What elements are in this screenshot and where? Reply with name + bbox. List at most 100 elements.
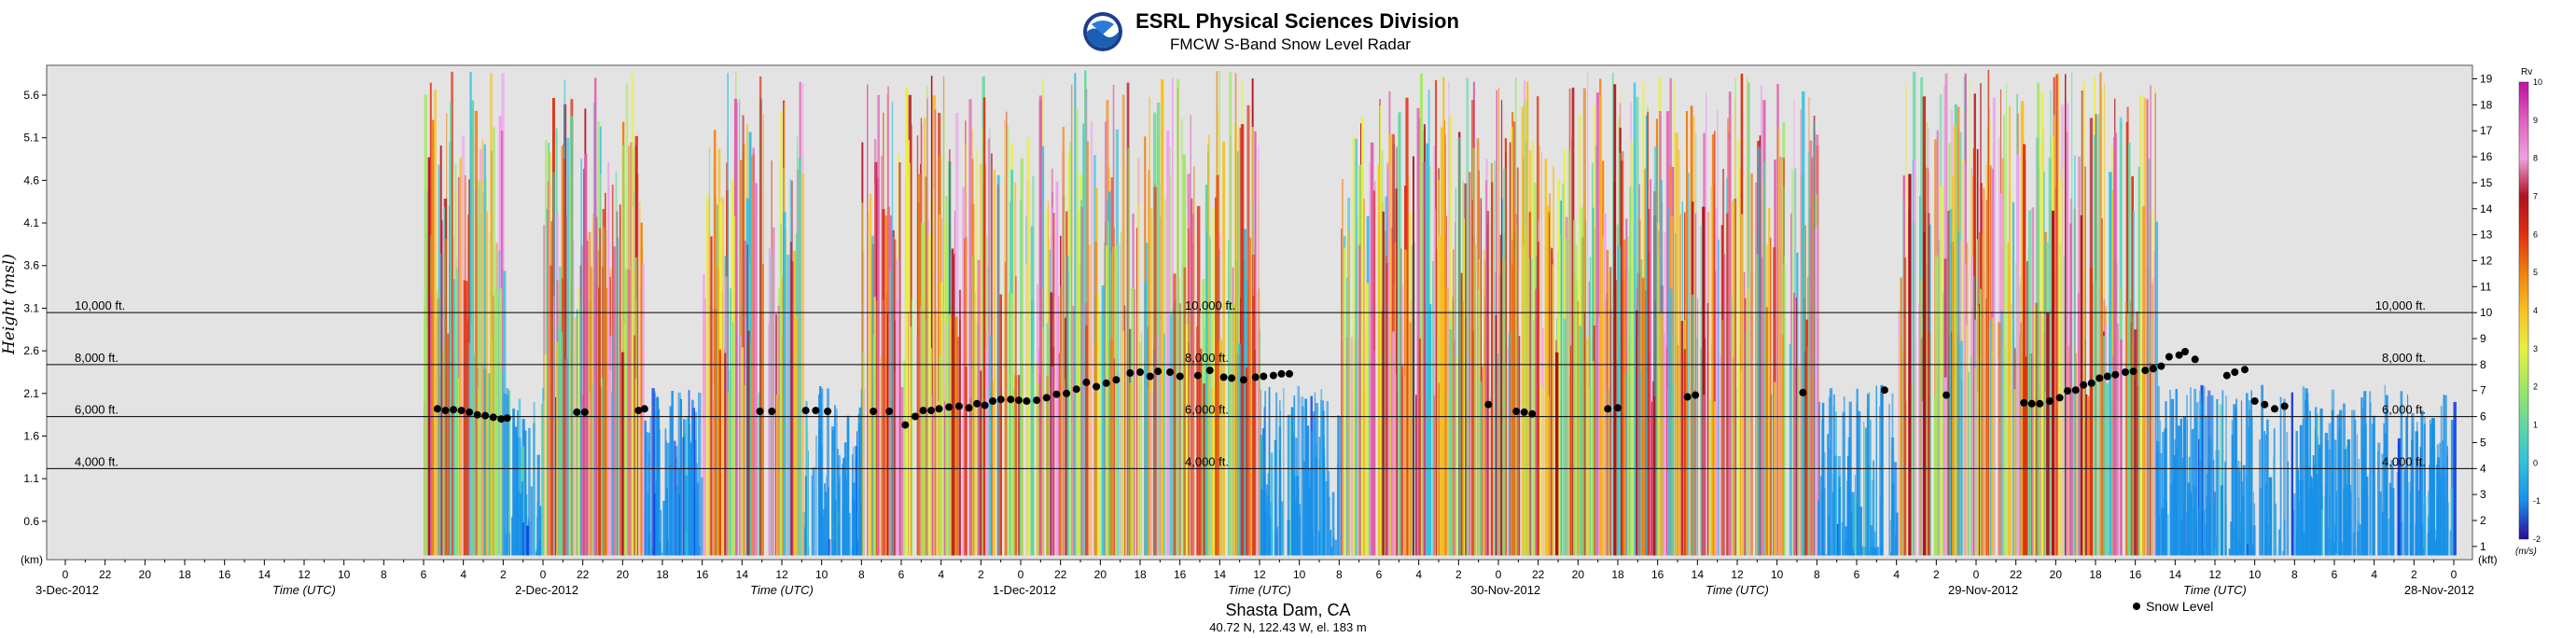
echo-streak <box>1485 180 1487 556</box>
echo-streak <box>1737 138 1740 556</box>
echo-streak <box>611 391 613 556</box>
echo-streak <box>1800 109 1802 556</box>
echo-streak <box>1426 143 1429 556</box>
snow-level-point <box>812 407 820 415</box>
echo-streak <box>1709 399 1712 556</box>
echo-streak <box>1947 210 1950 556</box>
snow-level-point <box>1484 400 1493 409</box>
echo-streak <box>1441 127 1444 556</box>
echo-streak <box>640 222 643 556</box>
echo-streak <box>1710 185 1713 556</box>
echo-streak <box>2021 101 2025 556</box>
x-tick-label: 14 <box>258 568 272 581</box>
echo-streak <box>528 427 531 556</box>
echo-streak <box>1308 489 1311 556</box>
echo-streak <box>580 158 583 556</box>
echo-streak <box>1612 73 1614 556</box>
echo-streak <box>1898 310 1900 556</box>
echo-streak <box>954 316 958 556</box>
snow-level-marker <box>2133 603 2140 610</box>
snow-level-point <box>1102 379 1110 387</box>
echo-streak <box>926 98 928 556</box>
echo-streak <box>738 99 741 556</box>
echo-streak <box>780 224 783 556</box>
echo-streak <box>2023 144 2026 556</box>
echo-streak <box>639 201 641 556</box>
altitude-label: 8,000 ft. <box>2382 351 2426 365</box>
echo-streak <box>729 288 732 556</box>
echo-streak <box>2403 466 2406 556</box>
echo-streak <box>2193 388 2197 556</box>
echo-streak <box>1765 307 1768 556</box>
echo-streak <box>517 410 519 556</box>
echo-streak <box>1350 337 1354 556</box>
echo-streak <box>1535 288 1538 556</box>
echo-streak <box>1347 232 1350 556</box>
echo-streak <box>1004 261 1007 556</box>
echo-streak <box>2109 172 2112 556</box>
echo-streak <box>1514 76 1517 556</box>
echo-streak <box>645 432 648 556</box>
echo-streak <box>1218 340 1221 556</box>
echo-streak <box>959 289 961 556</box>
echo-streak <box>2156 441 2160 556</box>
echo-streak <box>1711 134 1715 556</box>
echo-streak <box>1455 355 1457 556</box>
x-tick-label: 16 <box>218 568 231 581</box>
echo-streak <box>1829 448 1831 556</box>
echo-streak <box>1082 123 1084 556</box>
echo-streak <box>1824 554 1829 556</box>
echo-streak <box>2449 530 2452 556</box>
x-tick-label: 14 <box>736 568 749 581</box>
echo-streak <box>1292 470 1295 556</box>
echo-streak <box>596 216 598 556</box>
echo-streak <box>2026 261 2028 556</box>
snow-level-point <box>2222 371 2231 380</box>
echo-streak <box>2074 155 2076 556</box>
echo-streak <box>675 457 677 556</box>
echo-streak <box>2336 414 2340 556</box>
x-tick-label: 16 <box>1651 568 1664 581</box>
echo-streak <box>791 180 793 556</box>
echo-streak <box>1163 333 1165 556</box>
echo-streak <box>1448 81 1450 556</box>
echo-streak <box>1688 173 1690 556</box>
snow-level-point <box>2271 405 2278 413</box>
echo-streak <box>514 426 518 556</box>
echo-streak <box>1680 321 1684 556</box>
echo-streak <box>1216 71 1218 556</box>
echo-streak <box>1087 244 1092 556</box>
snow-level-point <box>1260 372 1268 381</box>
colorbar-tick-label: 2 <box>2533 382 2538 392</box>
colorbar-tick-label: 3 <box>2533 344 2538 354</box>
x-tick-label: 2 <box>978 568 984 581</box>
echo-streak <box>1713 401 1717 556</box>
echo-streak <box>1302 396 1303 556</box>
echo-streak <box>930 348 932 556</box>
echo-streak <box>1537 242 1539 556</box>
echo-streak <box>1859 506 1862 556</box>
echo-streak <box>2209 438 2212 556</box>
echo-streak <box>982 97 986 556</box>
echo-streak <box>1245 368 1248 556</box>
echo-streak <box>1067 270 1069 556</box>
echo-streak <box>550 221 552 556</box>
echo-streak <box>1835 411 1837 556</box>
echo-streak <box>2129 364 2132 556</box>
echo-streak <box>1544 159 1548 556</box>
snow-level-point <box>2027 399 2036 408</box>
echo-streak <box>1203 383 1205 556</box>
echo-streak <box>1015 276 1017 556</box>
echo-streak <box>1722 169 1725 556</box>
echo-streak <box>2233 404 2236 556</box>
echo-streak <box>1297 385 1300 556</box>
echo-streak <box>578 288 580 556</box>
echo-streak <box>1618 153 1621 556</box>
snow-level-point <box>2036 399 2044 408</box>
echo-streak <box>1554 352 1559 556</box>
echo-streak <box>1700 225 1703 556</box>
echo-streak <box>1741 214 1743 556</box>
snow-level-point <box>1269 371 1277 380</box>
echo-streak <box>2434 539 2437 556</box>
echo-streak <box>2240 400 2243 556</box>
